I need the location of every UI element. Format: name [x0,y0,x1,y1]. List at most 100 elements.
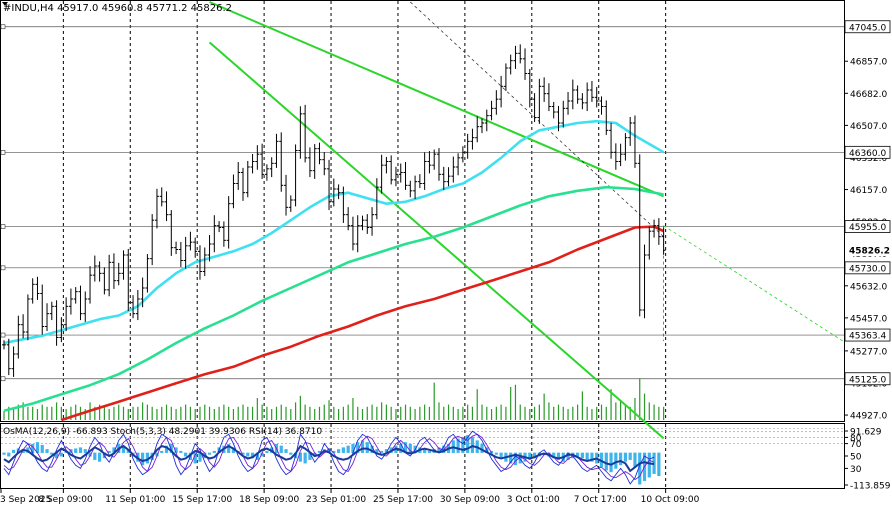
price-bar [637,154,642,317]
price-bar [379,154,384,194]
osma-bar [121,445,126,453]
osma-bar [164,445,169,453]
price-level-label: 45363.4 [849,332,886,342]
price-bar [49,301,54,321]
stoch-main-line [3,430,655,485]
price-bar [647,226,652,260]
price-bar [35,276,40,300]
price-bar [346,207,351,231]
price-bar [609,122,614,159]
osma-bar [45,449,49,453]
price-panel-frame [0,0,845,422]
osma-bar [169,443,173,453]
osma-bar [375,449,379,453]
osma-bar [466,435,470,453]
price-bar [556,105,561,132]
osma-bar [284,449,288,453]
price-bar [585,82,590,112]
osma-bar [279,445,283,453]
time-tick-label: 3 Sep 2025 [0,495,51,505]
price-bar [374,178,379,220]
price-bar [298,106,303,159]
price-bar [54,300,59,346]
osma-bar [576,452,580,457]
osma-bar [265,450,269,453]
price-bar [221,221,226,247]
price-bar [618,143,623,167]
price-bar [231,174,236,209]
price-bar [518,44,523,64]
chart-title: #INDU,H4 45917.0 45960.8 45771.2 45826.2 [3,3,232,14]
osma-bar [145,452,149,464]
time-tick-label: 15 Sep 17:00 [172,495,232,505]
osma-bar [174,447,178,453]
price-bar [537,78,542,124]
price-tick-label: 46157.0 [850,186,887,196]
title-arrow-icon [2,2,8,6]
osma-bar [317,450,322,453]
price-bar [140,277,145,308]
price-bar [21,314,26,339]
level-handle [0,332,6,338]
price-bar [331,178,336,207]
price-bar [11,346,16,377]
price-bar [403,162,408,190]
time-tick-label: 18 Sep 09:00 [239,495,299,505]
osma-bar [198,452,202,462]
price-bar [131,295,136,319]
price-bar [475,116,480,143]
price-bar [30,278,35,304]
price-bar [604,100,609,135]
price-bar [503,63,508,91]
price-bar [441,166,446,190]
indicator-tick-label: 80 [850,434,862,444]
price-tick-label: 46857.0 [850,58,887,68]
price-bar [245,160,250,198]
osma-bar [241,452,245,455]
price-bar [566,92,571,115]
price-tick-label: 45277.0 [850,347,887,357]
osma-bar [456,438,460,453]
price-bar [350,216,355,251]
price-bar [494,90,499,115]
osma-bar [7,452,11,457]
time-tick-label: 10 Oct 09:00 [641,495,700,505]
osma-bar [35,442,40,453]
price-bar [355,215,360,253]
osma-bar [609,452,613,473]
price-bar [489,100,494,121]
price-bar [45,303,50,332]
price-bar [145,254,150,293]
price-bar [78,285,83,321]
indicator-lines [3,430,655,485]
osma-bar [408,443,412,453]
price-level-label: 45125.0 [849,375,886,385]
price-bar [561,100,566,128]
osma-bar [585,452,589,460]
osma-bar [141,452,145,466]
osma-bar [88,452,92,457]
price-bar [178,241,183,267]
price-bar [174,241,179,255]
osma-bar [380,450,384,453]
price-bar [226,196,231,249]
osma-bar [365,442,369,453]
osma-bar [628,452,632,460]
price-bar [527,68,532,108]
moving-average-line [3,185,664,413]
osma-bar [532,452,537,459]
osma-bar [332,450,336,453]
osma-bar [489,450,494,453]
channel-line [208,41,665,440]
osma-bar [403,442,408,453]
price-bar [2,340,6,350]
price-bar [322,152,327,176]
osma-bar [590,452,594,462]
price-bar [398,163,403,183]
price-bar [456,153,461,176]
osma-bar [599,452,604,467]
time-tick-label: 7 Oct 17:00 [574,495,627,505]
price-bar [197,245,202,280]
osma-bar [356,442,360,453]
